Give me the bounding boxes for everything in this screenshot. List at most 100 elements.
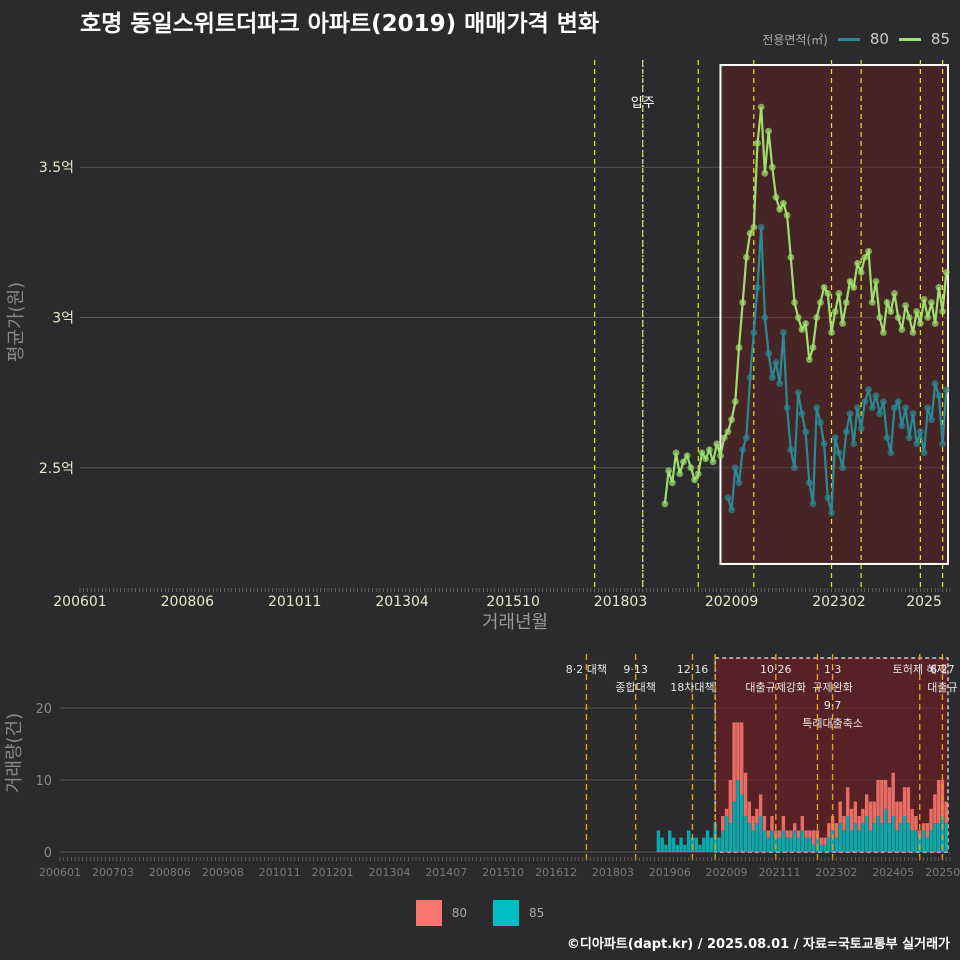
- x-tick-label: 201510: [486, 594, 539, 610]
- volume-bar-85: [660, 837, 664, 852]
- data-point-80: [861, 398, 869, 406]
- y-tick-label: 3억: [52, 310, 74, 326]
- volume-bar-80: [758, 794, 763, 816]
- data-point-80: [846, 410, 854, 418]
- volume-bar-85: [857, 830, 861, 852]
- data-point-85: [894, 314, 902, 321]
- data-point-85: [942, 269, 950, 276]
- volume-bar-85: [944, 823, 948, 852]
- data-point-85: [680, 458, 687, 466]
- data-point-85: [746, 229, 754, 237]
- data-point-80: [805, 479, 813, 487]
- data-point-85: [876, 314, 884, 321]
- volume-bar-80: [880, 780, 884, 824]
- volume-bar-85: [830, 830, 835, 852]
- data-point-80: [768, 374, 776, 382]
- data-point-80: [731, 464, 739, 472]
- data-point-80: [902, 404, 909, 412]
- data-point-85: [705, 446, 713, 454]
- volume-bar-85: [785, 837, 789, 852]
- data-point-80: [776, 380, 784, 388]
- volume-bar-80: [743, 772, 748, 816]
- volume-bar-80: [914, 816, 918, 831]
- policy-label: 토허제 해제: [893, 662, 947, 676]
- volume-x-tick-label: 202302: [815, 866, 857, 879]
- volume-bar-85: [747, 823, 751, 852]
- data-point-85: [765, 127, 772, 135]
- data-point-85: [824, 290, 832, 297]
- volume-bar-80: [872, 801, 876, 824]
- volume-bar-85: [717, 837, 721, 852]
- data-point-85: [776, 205, 784, 213]
- volume-bar-85: [656, 830, 661, 852]
- data-point-85: [724, 428, 732, 436]
- volume-bar-85: [887, 823, 892, 852]
- data-point-85: [757, 103, 765, 111]
- data-point-80: [798, 410, 806, 418]
- volume-bar-85: [751, 830, 755, 852]
- volume-bar-85: [906, 823, 911, 852]
- data-point-85: [850, 284, 858, 291]
- volume-x-tick-label: 202405: [872, 866, 914, 879]
- data-point-80: [817, 419, 824, 427]
- data-point-85: [739, 299, 747, 306]
- data-point-85: [820, 284, 828, 291]
- data-point-85: [817, 299, 824, 306]
- x-tick-label: 200601: [53, 594, 106, 610]
- chart-title: 호명 동일스위트더파크 아파트(2019) 매매가격 변화: [80, 11, 600, 37]
- volume-bar-85: [800, 830, 805, 852]
- volume-bar-85: [758, 816, 763, 852]
- volume-bar-85: [766, 837, 770, 852]
- x-tick-label: 202009: [705, 594, 758, 610]
- data-point-80: [831, 434, 839, 442]
- policy-label: 10·26: [760, 663, 792, 676]
- data-point-85: [731, 398, 739, 406]
- volume-x-tick-label: 201407: [425, 866, 467, 879]
- volume-bar-85: [675, 844, 680, 852]
- data-point-80: [809, 500, 817, 508]
- data-point-85: [694, 470, 702, 478]
- volume-bar-80: [777, 830, 782, 838]
- volume-bar-80: [853, 801, 858, 824]
- data-point-85: [735, 344, 743, 351]
- data-point-80: [724, 494, 732, 502]
- move-in-label: 입주: [631, 96, 655, 111]
- volume-bar-85: [895, 830, 899, 852]
- data-point-80: [920, 449, 928, 457]
- data-point-85: [802, 320, 810, 327]
- data-point-80: [935, 392, 943, 400]
- data-point-85: [761, 169, 769, 177]
- volume-bar-85: [868, 830, 873, 852]
- data-point-85: [857, 269, 865, 276]
- data-point-85: [831, 308, 839, 315]
- volume-bar-85: [872, 823, 876, 852]
- data-point-85: [939, 308, 946, 315]
- policy-label: 12·16: [677, 663, 709, 676]
- data-point-85: [668, 479, 676, 487]
- data-point-80: [916, 428, 924, 436]
- data-point-85: [905, 314, 913, 321]
- volume-bar-85: [732, 801, 736, 852]
- volume-x-tick-label: 201906: [649, 866, 691, 879]
- data-point-85: [931, 320, 939, 327]
- volume-bar-80: [876, 780, 880, 816]
- data-point-80: [887, 449, 895, 457]
- volume-bar-85: [853, 823, 858, 852]
- volume-bar-85: [842, 830, 846, 852]
- data-point-85: [661, 500, 669, 508]
- data-point-85: [865, 247, 872, 255]
- volume-bar-80: [883, 780, 888, 809]
- volume-bar-80: [936, 780, 941, 824]
- volume-bar-85: [910, 830, 914, 852]
- volume-bar-85: [777, 837, 782, 852]
- volume-bar-80: [929, 808, 933, 831]
- data-point-85: [794, 314, 802, 321]
- volume-bar-85: [914, 830, 918, 852]
- data-point-80: [802, 428, 810, 436]
- volume-bar-85: [880, 823, 884, 852]
- policy-label: 특례대출축소: [802, 717, 863, 730]
- data-point-85: [842, 299, 850, 306]
- volume-bar-85: [721, 830, 725, 852]
- x-tick-label: 201803: [594, 594, 647, 610]
- data-point-85: [813, 314, 821, 321]
